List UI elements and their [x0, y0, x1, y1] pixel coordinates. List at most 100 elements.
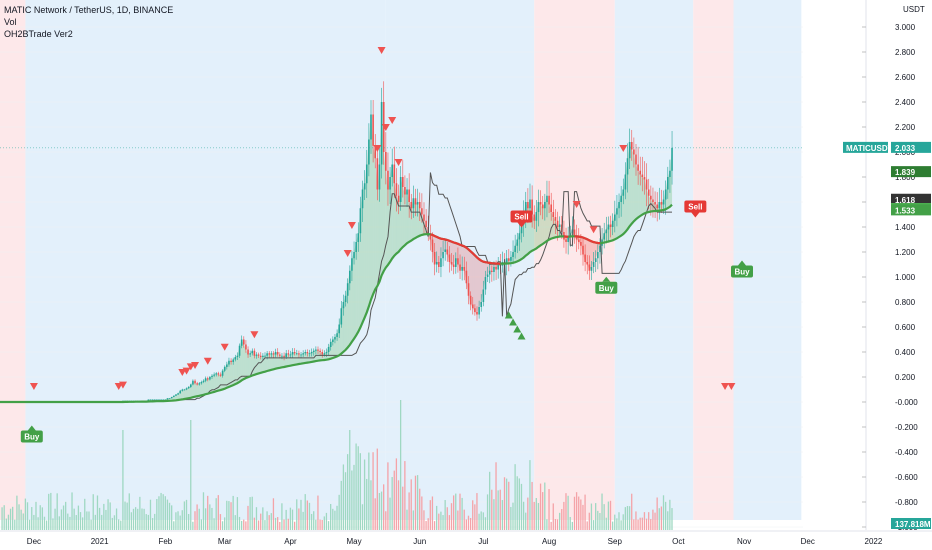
candle-body-94 — [198, 383, 201, 385]
candle-body-292 — [618, 202, 620, 209]
price-tag-value: 1.533 — [895, 206, 916, 215]
grid — [0, 26, 803, 528]
time-axis[interactable]: Dec 2021 Feb Mar Apr May Jun Jul Aug Sep Oct Nov Dec… — [0, 530, 932, 550]
trend-band-6 — [733, 0, 802, 520]
candle-body-88 — [185, 388, 188, 390]
fill-segment-89 — [186, 387, 189, 399]
price-axis[interactable]: 3.0002.8002.6002.4002.2002.0001.8001.600… — [803, 0, 932, 532]
signal-pointer — [602, 276, 611, 282]
volume-bar-81 — [171, 505, 173, 530]
volume-bar-41 — [86, 511, 88, 530]
fill-segment-255 — [538, 202, 541, 247]
price-tag-value: 2.033 — [895, 144, 916, 153]
candle-body-274 — [580, 242, 582, 246]
candle-body-161 — [340, 308, 343, 325]
fill-segment-98 — [205, 378, 208, 395]
legend-volume[interactable]: Vol — [4, 17, 17, 27]
volume-bar-253 — [535, 497, 537, 530]
candle-body-84 — [177, 393, 179, 395]
volume-bar-148 — [313, 511, 315, 530]
fill-segment-173 — [364, 164, 367, 318]
volume-bar-65 — [137, 508, 139, 530]
volume-bar-311 — [658, 508, 660, 530]
candle-body-307 — [650, 195, 652, 200]
volume-bar-16 — [33, 514, 35, 530]
fill-segment-182 — [383, 152, 386, 272]
volume-bar-183 — [387, 462, 389, 530]
candle-body-221 — [467, 283, 470, 296]
fill-segment-218 — [460, 244, 463, 271]
volume-bar-20 — [41, 507, 43, 530]
volume-bar-235 — [497, 490, 499, 530]
candle-body-152 — [321, 352, 324, 355]
volume-bar-62 — [130, 512, 133, 530]
volume-bar-67 — [141, 508, 143, 530]
candle-body-165 — [349, 270, 351, 284]
candle-body-242 — [512, 252, 514, 257]
volume-bar-21 — [43, 516, 46, 530]
volume-bar-130 — [274, 517, 277, 530]
fill-segment-103 — [216, 373, 219, 392]
signal-buy-2[interactable]: Buy — [595, 276, 618, 294]
y-tick-label-9: 1.200 — [895, 248, 916, 257]
fill-segment-130 — [273, 352, 276, 370]
candle-body-184 — [389, 177, 391, 190]
sell-triangle-294 — [619, 145, 628, 152]
candle-body-278 — [588, 264, 591, 271]
volume-bar-12 — [24, 498, 27, 530]
candle-body-309 — [654, 202, 656, 205]
volume-bar-114 — [240, 520, 243, 530]
fill-segment-141 — [296, 353, 299, 365]
candle-body-245 — [518, 233, 521, 240]
y-tick-label-1: 2.800 — [895, 48, 916, 57]
signal-buy-0[interactable]: Buy — [20, 425, 43, 443]
volume-bar-5 — [9, 508, 12, 530]
candle-body-287 — [607, 224, 610, 230]
signal-tags[interactable]: Buy Sell Buy Sell Buy — [20, 200, 753, 443]
volume-bar-14 — [28, 519, 31, 530]
volume-bar-293 — [620, 520, 622, 530]
candle-body-224 — [474, 308, 476, 312]
signal-buy-4[interactable]: Buy — [731, 260, 753, 278]
candle-body-259 — [548, 195, 550, 205]
signal-sell-3[interactable]: Sell — [684, 200, 707, 218]
volume-bar-11 — [22, 513, 24, 530]
volume-bar-279 — [590, 503, 593, 530]
candle-body-106 — [223, 367, 226, 371]
volume-bar-47 — [98, 507, 101, 530]
candle-body-201 — [425, 220, 427, 227]
candle-body-111 — [234, 357, 237, 360]
candle-body-134 — [283, 355, 285, 357]
volume-bar-88 — [185, 499, 188, 530]
candle-body-283 — [599, 245, 601, 252]
volume-bar-150 — [317, 495, 319, 530]
fill-segment-225 — [474, 255, 477, 315]
volume-bar-304 — [643, 512, 646, 530]
candle-body-230 — [486, 274, 489, 277]
fill-segment-282 — [595, 242, 598, 259]
candle-body-145 — [306, 352, 309, 354]
volume-bar-129 — [272, 498, 275, 530]
volume-bar-94 — [198, 508, 200, 530]
candle-body-115 — [243, 339, 245, 345]
volume-bar-187 — [395, 458, 398, 530]
x-tick-label-5: May — [346, 537, 361, 546]
volume-bar-4 — [7, 514, 10, 530]
trend-band-4 — [614, 0, 694, 520]
candle-body-193 — [408, 189, 410, 202]
volume-bar-260 — [550, 521, 552, 530]
volume-bar-207 — [438, 513, 440, 530]
signal-pointer — [517, 222, 526, 228]
candle-body-300 — [635, 154, 637, 165]
candle-body-286 — [605, 229, 608, 234]
candle-body-228 — [482, 289, 485, 302]
legend-symbol[interactable]: MATIC Network / TetherUS, 1D, BINANCE — [4, 5, 174, 15]
signal-sell-1[interactable]: Sell — [510, 210, 533, 228]
candle-body-74 — [156, 399, 158, 401]
volume-bar-100 — [211, 507, 213, 530]
volume-bar-1 — [1, 507, 3, 530]
legend-indicator[interactable]: OH2BTrade Ver2 — [4, 29, 73, 39]
fill-segment-108 — [226, 360, 229, 388]
candle-body-250 — [529, 199, 531, 209]
